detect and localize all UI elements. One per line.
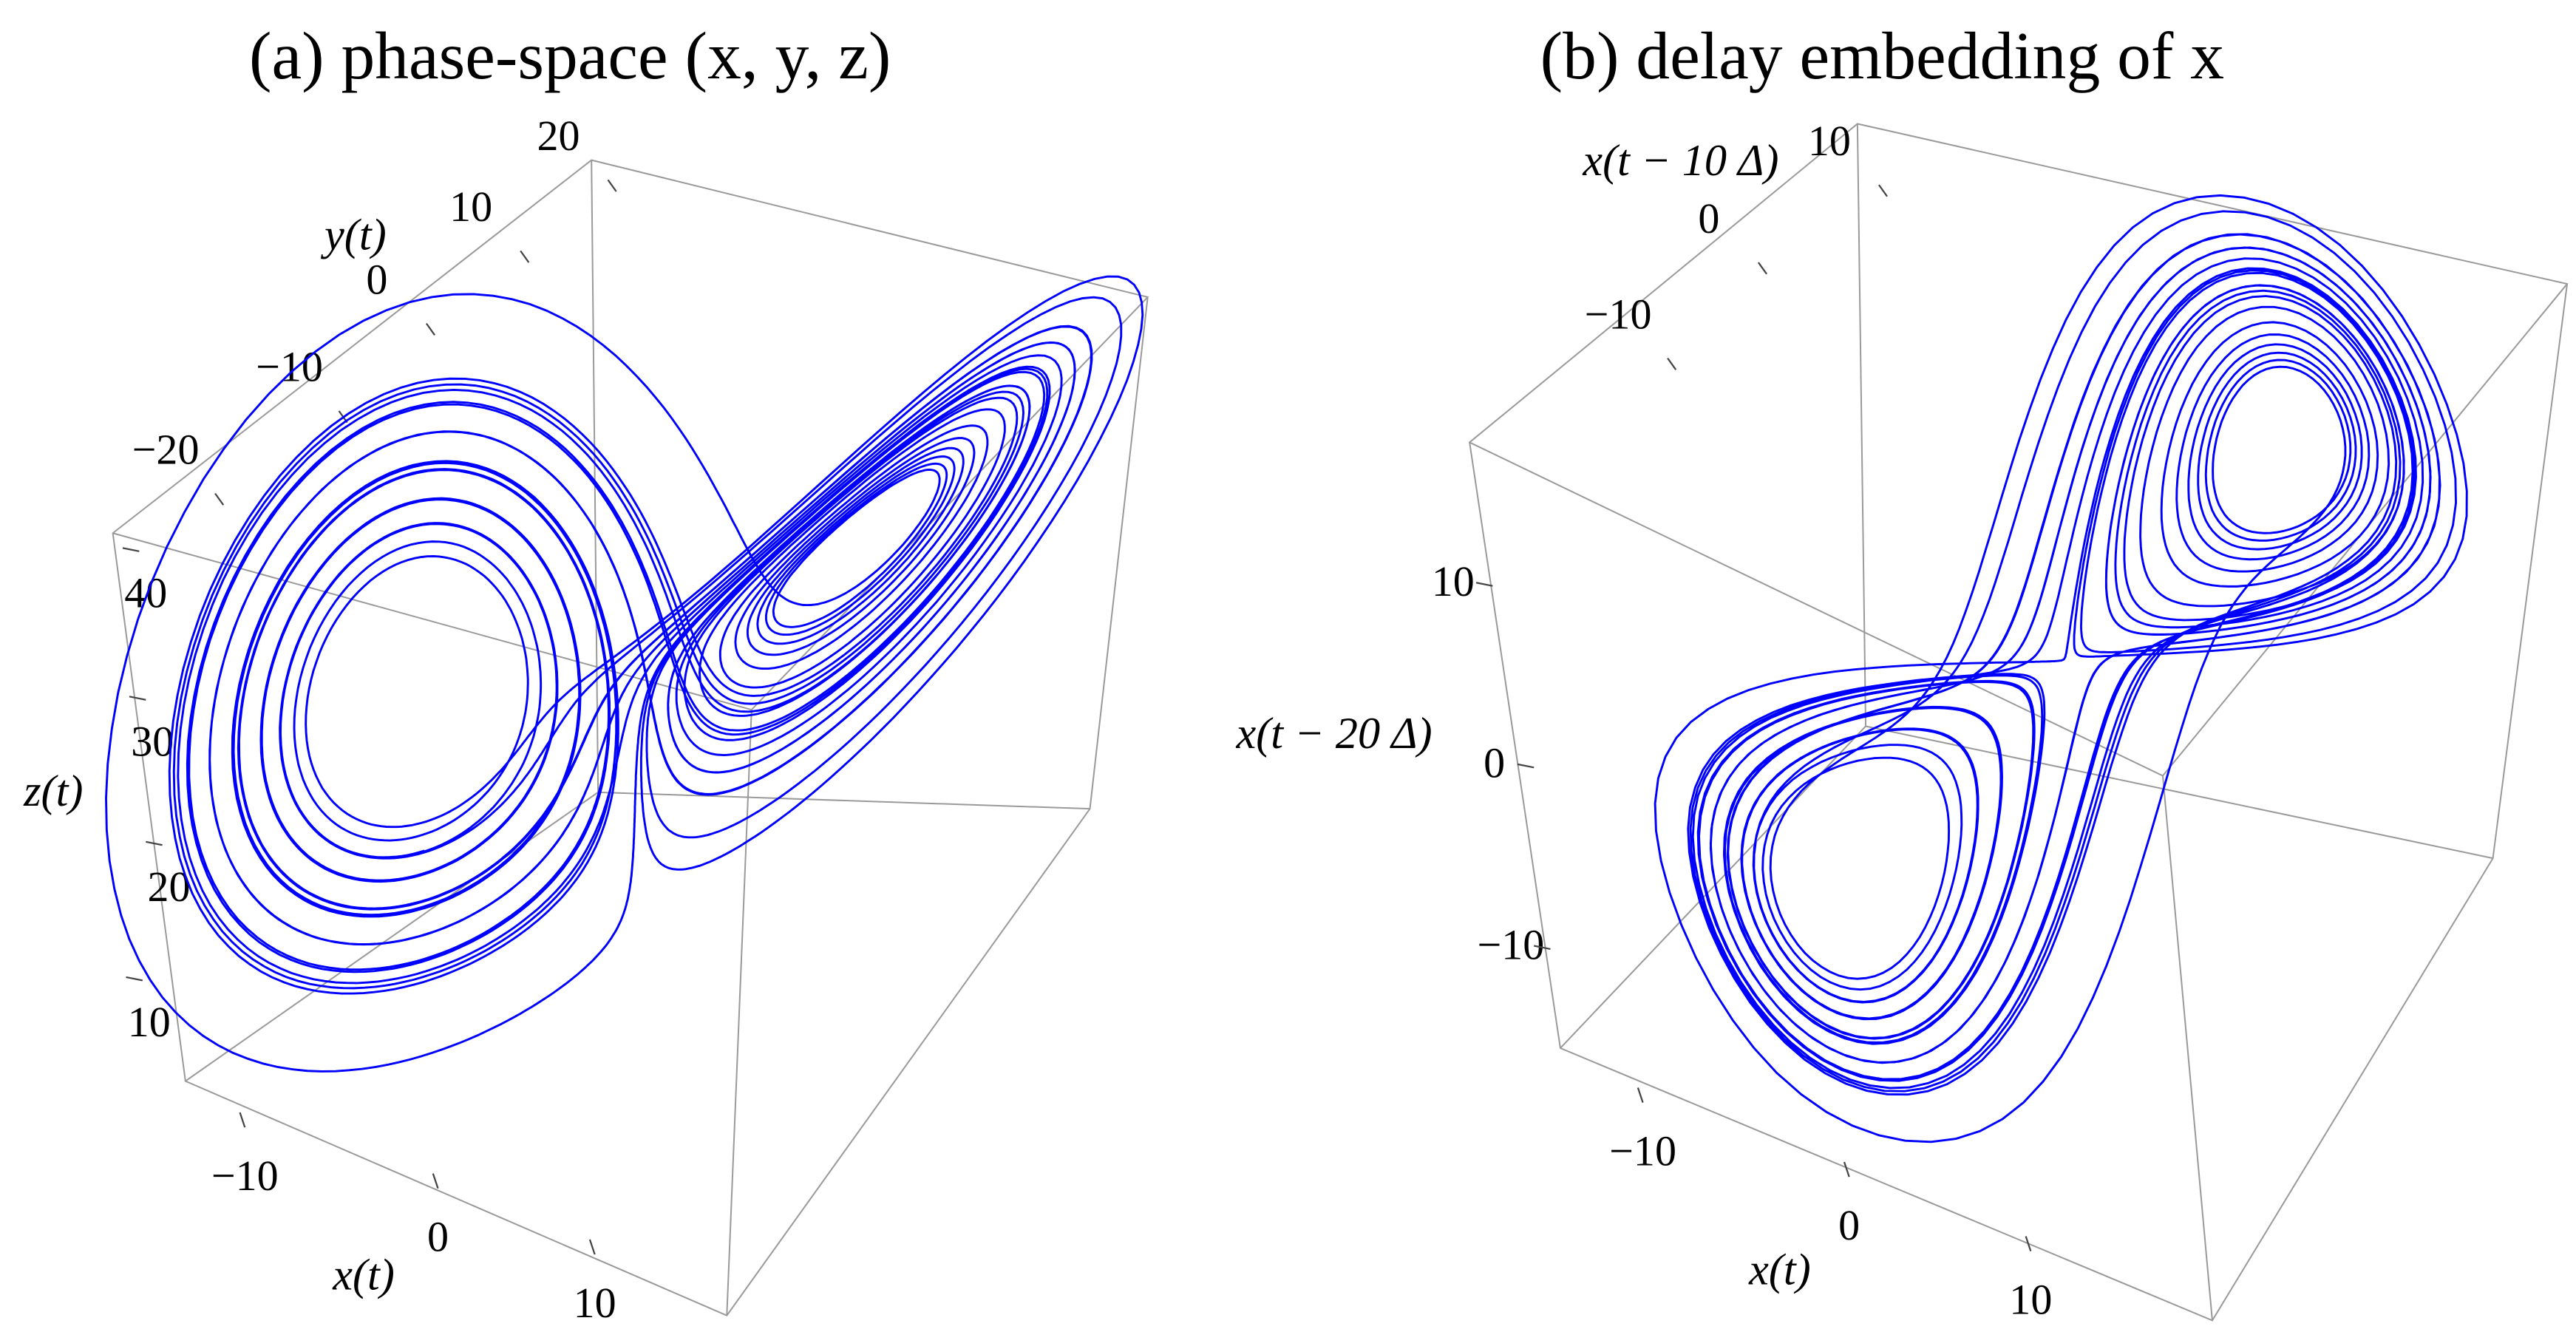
y-tick-mark <box>214 493 225 506</box>
z-tick-label: 30 <box>131 718 174 766</box>
z-tick-label: 0 <box>1484 739 1505 787</box>
x-axis-label: x(t) <box>332 1250 395 1299</box>
y-tick-label: 0 <box>366 255 387 303</box>
z-tick-mark <box>129 696 146 701</box>
x-tick-label: −10 <box>211 1152 279 1200</box>
z-tick-mark <box>126 976 143 982</box>
box-edges <box>1469 123 2569 1322</box>
x-tick-mark <box>1843 1161 1850 1178</box>
y-tick-mark <box>1667 357 1677 370</box>
y-tick-label: 20 <box>537 112 580 160</box>
z-tick-label: −10 <box>1478 920 1545 968</box>
x-tick-mark <box>588 1239 596 1255</box>
y-tick-label: −10 <box>256 343 323 391</box>
z-tick-mark <box>1517 763 1535 769</box>
y-tick-label: −10 <box>1585 290 1652 338</box>
z-tick-mark <box>1533 945 1551 951</box>
trajectory <box>105 275 1144 1073</box>
y-tick-mark <box>1757 262 1767 275</box>
z-axis-label: x(t − 20 Δ) <box>1235 709 1432 758</box>
x-axis-label: x(t) <box>1748 1246 1811 1295</box>
z-tick-label: 40 <box>124 569 167 617</box>
y-tick-label: −20 <box>132 425 200 473</box>
z-tick-mark <box>146 840 163 846</box>
y-tick-label: 0 <box>1698 194 1719 242</box>
box-b <box>1469 123 2569 1322</box>
x-tick-mark <box>239 1112 246 1128</box>
y-tick-label: 10 <box>449 183 492 231</box>
z-tick-label: 10 <box>1432 557 1475 605</box>
x-tick-mark <box>2025 1236 2032 1251</box>
y-tick-mark <box>607 179 617 192</box>
y-tick-mark <box>520 250 530 263</box>
x-tick-label: 10 <box>2009 1275 2052 1323</box>
x-tick-mark <box>1637 1087 1644 1103</box>
z-tick-label: 10 <box>128 998 171 1046</box>
box-a <box>112 159 1149 1316</box>
x-tick-label: 0 <box>427 1213 449 1261</box>
box-edges <box>112 159 1149 1316</box>
chart-title: (a) phase-space (x, y, z) <box>249 18 891 93</box>
y-axis-label: y(t) <box>320 211 387 260</box>
y-tick-mark <box>1877 184 1888 197</box>
x-tick-label: 0 <box>1838 1201 1860 1249</box>
y-tick-label: 10 <box>1808 117 1851 165</box>
trajectory <box>1654 194 2468 1144</box>
x-tick-label: 10 <box>574 1279 616 1327</box>
y-axis-label: x(t − 10 Δ) <box>1582 136 1778 186</box>
x-tick-label: −10 <box>1609 1127 1676 1175</box>
z-axis-label: z(t) <box>23 767 83 816</box>
y-tick-mark <box>425 323 435 336</box>
x-tick-mark <box>432 1173 439 1189</box>
z-tick-mark <box>122 547 140 552</box>
z-tick-mark <box>1475 582 1493 587</box>
chart-title: (b) delay embedding of x <box>1540 18 2224 93</box>
